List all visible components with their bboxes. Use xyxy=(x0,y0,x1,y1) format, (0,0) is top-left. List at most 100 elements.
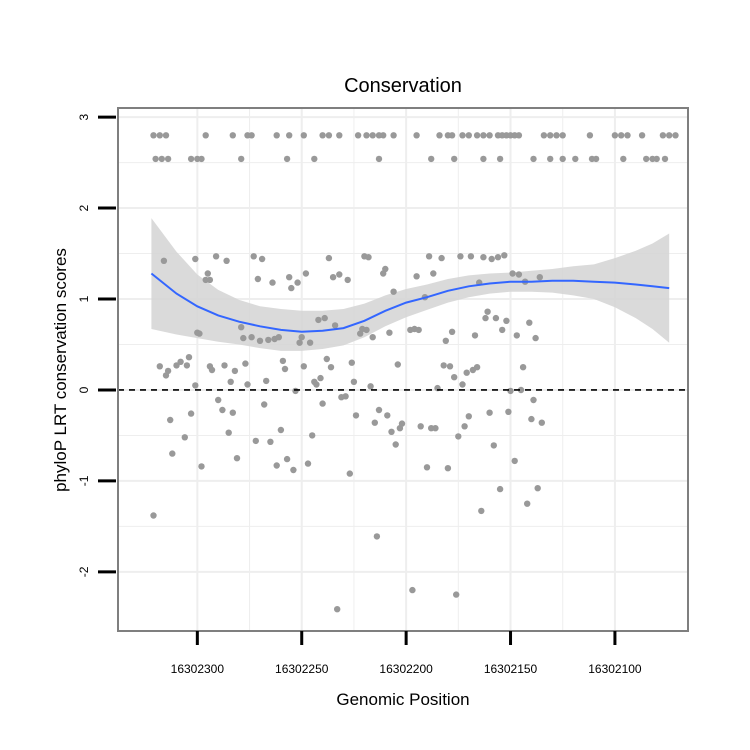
data-point xyxy=(288,284,295,292)
data-point xyxy=(409,586,416,594)
data-point xyxy=(484,308,491,315)
data-point xyxy=(350,378,358,385)
minor-gridlines xyxy=(118,108,688,631)
data-point xyxy=(185,354,193,361)
data-point xyxy=(156,132,163,139)
data-point xyxy=(530,396,537,404)
data-point xyxy=(620,155,627,163)
data-point xyxy=(398,420,406,427)
data-points xyxy=(150,132,679,613)
data-point xyxy=(509,270,516,277)
data-point xyxy=(327,364,335,371)
y-tick-label: 0 xyxy=(77,386,91,393)
confidence-band xyxy=(151,218,670,351)
data-point xyxy=(496,155,504,163)
data-point xyxy=(478,507,485,515)
data-point xyxy=(229,132,236,139)
data-point xyxy=(317,374,324,382)
data-point xyxy=(254,275,262,283)
data-point xyxy=(423,464,431,471)
data-point xyxy=(380,132,387,139)
data-point xyxy=(325,254,333,262)
data-point xyxy=(503,317,510,324)
data-point xyxy=(488,255,495,263)
data-point xyxy=(417,423,424,430)
data-point xyxy=(453,591,460,598)
data-point xyxy=(461,423,468,430)
data-point xyxy=(219,406,226,414)
data-point xyxy=(323,355,330,363)
data-point xyxy=(465,413,472,420)
data-point xyxy=(436,132,443,139)
data-point xyxy=(248,334,255,341)
data-point xyxy=(248,132,255,139)
data-point xyxy=(286,274,293,281)
data-point xyxy=(309,432,316,439)
data-point xyxy=(375,155,383,163)
data-point xyxy=(455,433,462,440)
data-point xyxy=(240,334,247,342)
data-point xyxy=(413,273,420,280)
data-point xyxy=(659,132,667,139)
data-point xyxy=(446,363,454,370)
data-point xyxy=(592,155,600,163)
data-point xyxy=(388,428,395,435)
y-tick-label: -2 xyxy=(77,566,91,577)
data-point xyxy=(319,400,326,407)
data-point xyxy=(336,271,343,278)
data-point xyxy=(156,363,163,370)
data-point xyxy=(225,429,232,436)
data-point xyxy=(250,253,257,260)
data-point xyxy=(672,132,679,139)
data-point xyxy=(513,332,520,339)
data-point xyxy=(384,412,391,419)
data-point xyxy=(304,460,312,467)
data-point xyxy=(526,319,533,326)
data-point xyxy=(467,253,475,260)
data-point xyxy=(499,326,506,334)
data-point xyxy=(496,485,504,493)
data-point xyxy=(451,155,458,163)
data-point xyxy=(321,314,328,322)
data-point xyxy=(162,132,170,139)
data-point xyxy=(451,374,458,381)
data-point xyxy=(275,334,282,341)
data-point xyxy=(586,132,594,139)
data-point xyxy=(167,416,174,424)
smooth-trend-line xyxy=(150,272,670,333)
data-point xyxy=(459,381,466,388)
data-point xyxy=(373,533,381,540)
data-point xyxy=(198,463,205,470)
data-point xyxy=(242,360,249,367)
data-point xyxy=(534,485,541,492)
data-point xyxy=(666,132,673,139)
data-point xyxy=(187,155,195,163)
data-point xyxy=(369,132,376,139)
data-point xyxy=(279,357,287,365)
data-point xyxy=(490,442,497,449)
data-point xyxy=(486,132,493,139)
data-point xyxy=(281,365,289,373)
data-point xyxy=(233,455,241,462)
data-point xyxy=(325,132,333,139)
data-point xyxy=(331,322,339,329)
data-point xyxy=(517,386,525,394)
data-point xyxy=(536,274,543,281)
panel-background xyxy=(118,108,688,631)
data-point xyxy=(311,155,318,163)
data-point xyxy=(448,132,456,139)
data-point xyxy=(283,455,291,463)
data-point xyxy=(438,254,445,262)
data-point xyxy=(267,438,274,445)
data-point xyxy=(298,334,305,341)
data-point xyxy=(277,426,285,434)
data-point xyxy=(486,409,493,416)
data-point xyxy=(265,336,272,344)
x-tick-label: 16302300 xyxy=(171,662,225,676)
data-point xyxy=(263,377,270,385)
data-point xyxy=(465,132,472,139)
data-point xyxy=(547,155,554,163)
data-point xyxy=(158,155,165,163)
y-axis-ticks: -2 -1 0 1 2 3 xyxy=(77,113,116,577)
data-point xyxy=(365,254,372,261)
